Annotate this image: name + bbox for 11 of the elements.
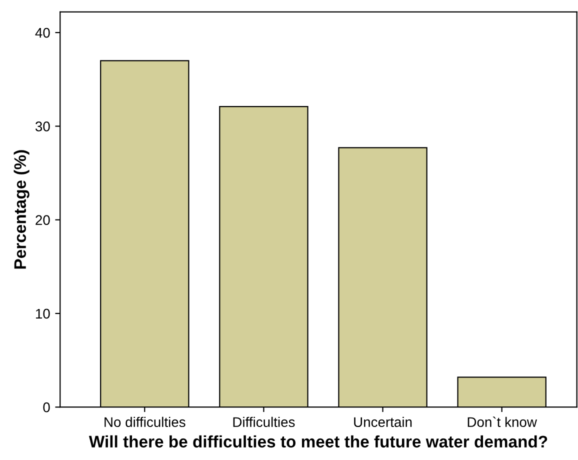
x-axis-title: Will there be difficulties to meet the future water demand? <box>88 435 548 448</box>
x-tick-label: No difficulties <box>104 416 186 428</box>
y-tick-label: 0 <box>43 402 50 412</box>
y-tick-label: 30 <box>35 122 50 132</box>
y-tick-label: 20 <box>36 215 50 225</box>
y-tick-label: 10 <box>36 308 50 319</box>
x-tick-label: Difficulties <box>233 416 295 428</box>
x-tick-label: Don`t know <box>468 416 537 428</box>
y-tick-label: 40 <box>35 28 50 38</box>
y-axis-title: Percentage (%) <box>14 150 30 269</box>
x-tick-label: Uncertain <box>354 416 412 428</box>
